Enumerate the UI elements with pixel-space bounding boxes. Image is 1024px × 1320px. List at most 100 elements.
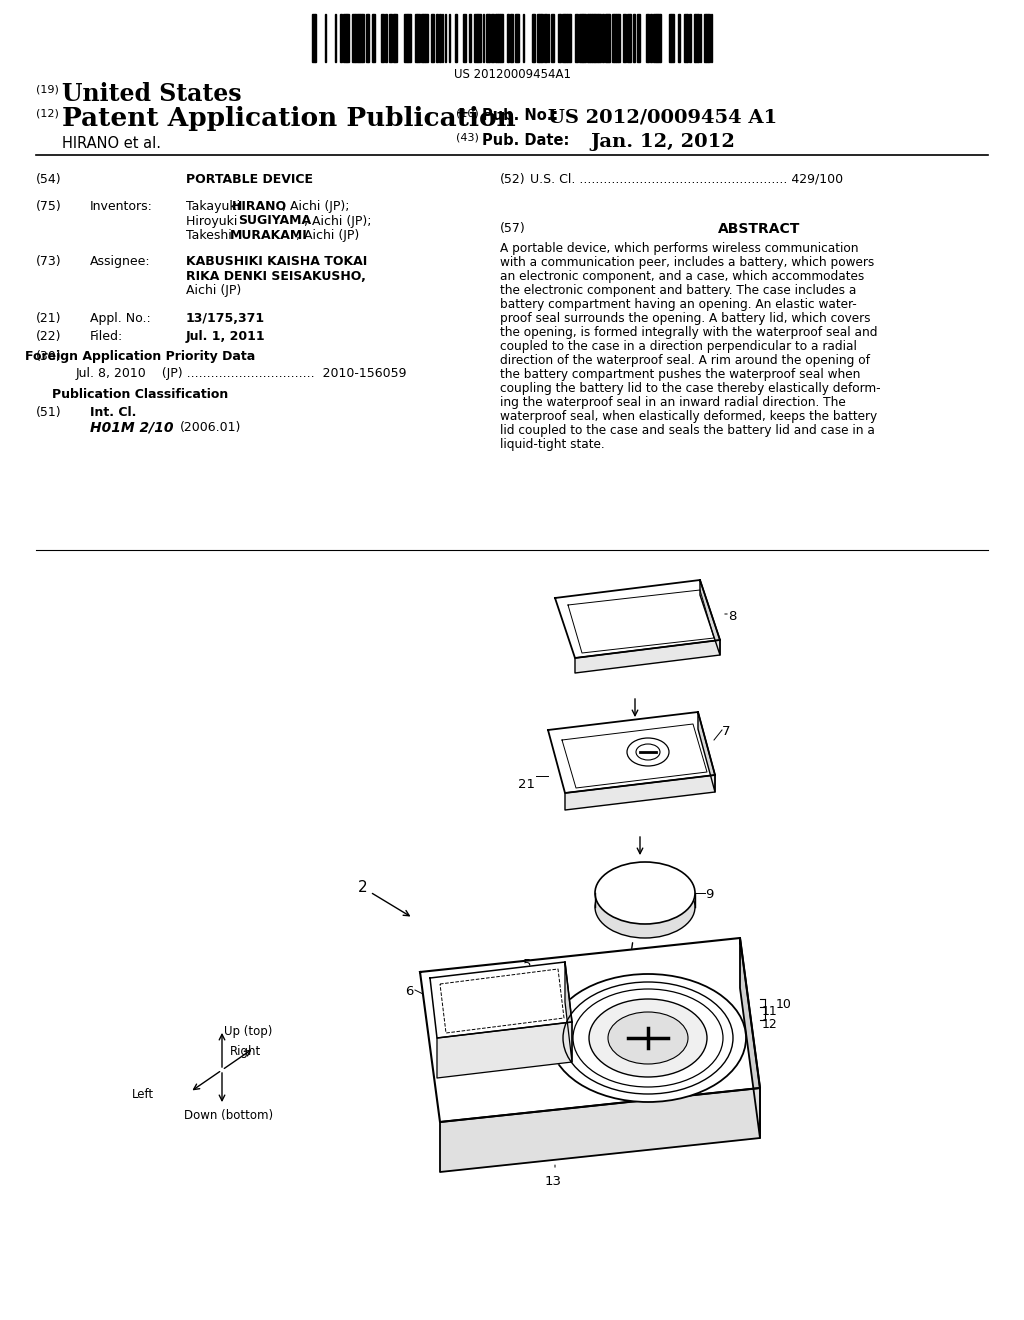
Bar — [362, 15, 364, 62]
Text: (75): (75) — [36, 201, 61, 213]
Bar — [671, 15, 674, 62]
Text: lid coupled to the case and seals the battery lid and case in a: lid coupled to the case and seals the ba… — [500, 424, 874, 437]
Bar — [646, 15, 649, 62]
Text: proof seal surrounds the opening. A battery lid, which covers: proof seal surrounds the opening. A batt… — [500, 312, 870, 325]
Text: (57): (57) — [500, 222, 525, 235]
Polygon shape — [420, 939, 760, 1122]
Polygon shape — [565, 775, 715, 810]
Bar — [500, 15, 503, 62]
Bar — [598, 15, 601, 62]
Bar — [469, 15, 471, 62]
Bar — [498, 15, 500, 62]
Ellipse shape — [550, 974, 746, 1102]
Polygon shape — [698, 711, 715, 792]
Text: Aichi (JP): Aichi (JP) — [186, 284, 242, 297]
Text: battery compartment having an opening. An elastic water-: battery compartment having an opening. A… — [500, 298, 857, 312]
Text: , Aichi (JP): , Aichi (JP) — [296, 228, 359, 242]
Bar — [389, 15, 392, 62]
Bar — [487, 15, 489, 62]
Bar — [706, 15, 708, 62]
Text: (51): (51) — [36, 407, 61, 418]
Text: the opening, is formed integrally with the waterproof seal and: the opening, is formed integrally with t… — [500, 326, 878, 339]
Text: Takayuki: Takayuki — [186, 201, 244, 213]
Bar — [381, 15, 384, 62]
Bar — [650, 15, 652, 62]
Text: waterproof seal, when elastically deformed, keeps the battery: waterproof seal, when elastically deform… — [500, 411, 878, 422]
Bar — [490, 15, 494, 62]
Text: US 2012/0009454 A1: US 2012/0009454 A1 — [548, 108, 777, 125]
Bar — [373, 15, 375, 62]
Bar — [417, 15, 420, 62]
Bar — [579, 15, 582, 62]
Bar — [355, 15, 358, 62]
Text: (43): (43) — [456, 133, 479, 143]
Bar — [360, 15, 362, 62]
Text: 8: 8 — [728, 610, 736, 623]
Text: (52): (52) — [500, 173, 525, 186]
Polygon shape — [565, 962, 572, 1063]
Text: 2: 2 — [358, 880, 368, 895]
Text: Patent Application Publication: Patent Application Publication — [62, 106, 516, 131]
Bar — [590, 15, 592, 62]
Bar — [352, 15, 355, 62]
Bar — [539, 15, 541, 62]
Ellipse shape — [627, 738, 669, 766]
Bar — [340, 15, 342, 62]
Text: 12: 12 — [762, 1018, 778, 1031]
Text: 7: 7 — [722, 725, 730, 738]
Text: (10): (10) — [456, 108, 479, 117]
Bar — [623, 15, 626, 62]
Bar — [562, 15, 564, 62]
Text: an electronic component, and a case, which accommodates: an electronic component, and a case, whi… — [500, 271, 864, 282]
Ellipse shape — [608, 1012, 688, 1064]
Bar — [395, 15, 397, 62]
Text: 5: 5 — [523, 958, 531, 972]
Bar — [343, 15, 346, 62]
Text: SUGIYAMA: SUGIYAMA — [238, 214, 311, 227]
Bar — [616, 15, 618, 62]
Text: Jul. 1, 2011: Jul. 1, 2011 — [186, 330, 265, 343]
Polygon shape — [555, 579, 720, 657]
Text: , Aichi (JP);: , Aichi (JP); — [282, 201, 349, 213]
Text: (22): (22) — [36, 330, 61, 343]
Text: MURAKAMI: MURAKAMI — [230, 228, 308, 242]
Text: Jul. 8, 2010    (JP) ................................  2010-156059: Jul. 8, 2010 (JP) ......................… — [76, 367, 408, 380]
Text: Takeshi: Takeshi — [186, 228, 236, 242]
Bar — [705, 15, 706, 62]
Bar — [436, 15, 438, 62]
Bar — [565, 15, 567, 62]
Polygon shape — [575, 640, 720, 673]
Bar — [627, 15, 630, 62]
Text: U.S. Cl. .................................................... 429/100: U.S. Cl. ...............................… — [530, 173, 843, 186]
Text: Down (bottom): Down (bottom) — [184, 1109, 273, 1122]
Polygon shape — [437, 1022, 572, 1078]
Text: RIKA DENKI SEISAKUSHO,: RIKA DENKI SEISAKUSHO, — [186, 269, 366, 282]
Bar — [689, 15, 691, 62]
Bar — [708, 15, 710, 62]
Bar — [658, 15, 660, 62]
Bar — [439, 15, 441, 62]
Text: (73): (73) — [36, 255, 61, 268]
Polygon shape — [430, 962, 572, 1038]
Text: the electronic component and battery. The case includes a: the electronic component and battery. Th… — [500, 284, 856, 297]
Text: Foreign Application Priority Data: Foreign Application Priority Data — [25, 350, 255, 363]
Bar — [415, 15, 417, 62]
Bar — [421, 15, 423, 62]
Bar — [474, 15, 477, 62]
Text: , Aichi (JP);: , Aichi (JP); — [304, 214, 372, 227]
Bar — [592, 15, 594, 62]
Text: (54): (54) — [36, 173, 61, 186]
Text: (30): (30) — [36, 350, 61, 363]
Ellipse shape — [595, 876, 695, 939]
Bar — [544, 15, 547, 62]
Text: Up (top): Up (top) — [224, 1026, 272, 1038]
Bar — [478, 15, 481, 62]
Text: Hiroyuki: Hiroyuki — [186, 214, 242, 227]
Polygon shape — [548, 711, 715, 793]
Bar — [583, 15, 586, 62]
Text: with a communication peer, includes a battery, which powers: with a communication peer, includes a ba… — [500, 256, 874, 269]
Text: Appl. No.:: Appl. No.: — [90, 312, 151, 325]
Text: Int. Cl.: Int. Cl. — [90, 407, 136, 418]
Text: HIRANO: HIRANO — [232, 201, 287, 213]
Bar — [567, 15, 570, 62]
